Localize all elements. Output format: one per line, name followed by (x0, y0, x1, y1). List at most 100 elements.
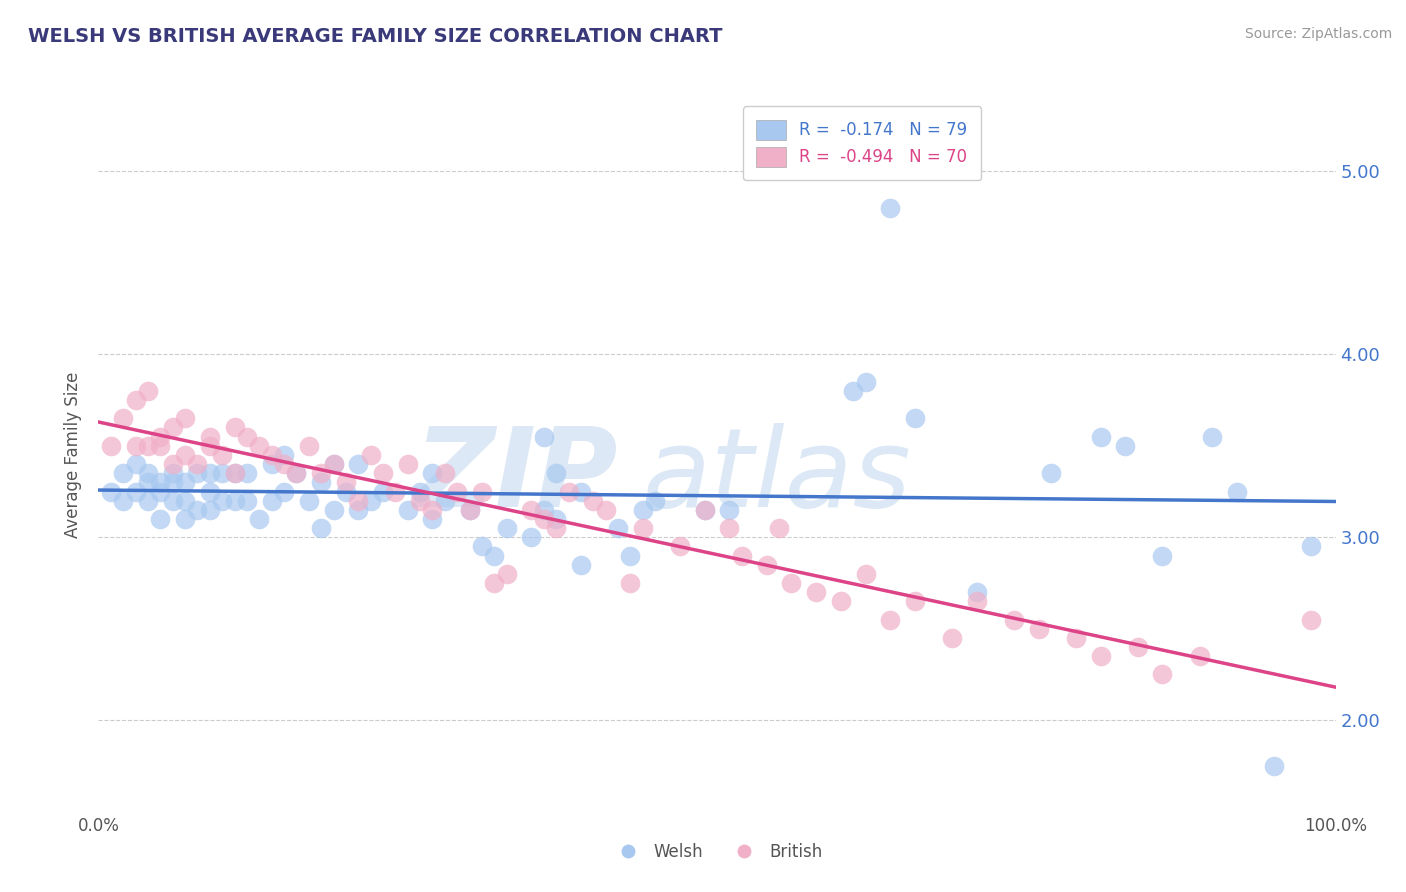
Point (1114, 439, 1136, 453)
Point (273, 457, 295, 471)
Point (198, 484, 221, 499)
Point (458, 503, 481, 517)
Point (322, 457, 344, 471)
Point (347, 503, 370, 517)
Point (112, 467, 135, 481)
Point (149, 475, 172, 490)
Text: WELSH VS BRITISH AVERAGE FAMILY SIZE CORRELATION CHART: WELSH VS BRITISH AVERAGE FAMILY SIZE COR… (28, 27, 723, 45)
Point (298, 493, 321, 508)
Point (1126, 640, 1149, 654)
Point (484, 576, 506, 591)
Point (755, 558, 778, 572)
Point (174, 411, 197, 425)
Point (112, 411, 135, 425)
Point (236, 429, 259, 443)
Point (273, 448, 295, 462)
Point (631, 503, 654, 517)
Point (224, 493, 246, 508)
Point (768, 521, 790, 535)
Point (186, 503, 208, 517)
Point (1299, 540, 1322, 554)
Point (149, 484, 172, 499)
Point (1090, 649, 1112, 664)
Point (520, 530, 543, 544)
Text: atlas: atlas (643, 423, 911, 530)
Point (446, 484, 468, 499)
Point (904, 594, 927, 608)
Point (309, 521, 332, 535)
Point (569, 484, 592, 499)
Point (731, 549, 754, 563)
Point (409, 493, 432, 508)
Point (1201, 429, 1223, 443)
Point (236, 467, 259, 481)
Point (247, 512, 270, 526)
Point (136, 467, 159, 481)
Point (495, 521, 517, 535)
Point (149, 439, 172, 453)
Point (569, 558, 592, 572)
Point (582, 493, 605, 508)
Point (335, 475, 357, 490)
Point (211, 467, 233, 481)
Point (162, 420, 184, 434)
Point (904, 411, 927, 425)
Point (855, 566, 877, 581)
Point (1028, 622, 1050, 636)
Point (842, 384, 865, 398)
Point (1090, 429, 1112, 443)
Legend: Welsh, British: Welsh, British (605, 837, 830, 868)
Point (162, 457, 184, 471)
Point (347, 493, 370, 508)
Point (309, 467, 332, 481)
Point (804, 585, 827, 599)
Point (1299, 613, 1322, 627)
Point (186, 467, 208, 481)
Point (966, 585, 988, 599)
Point (162, 467, 184, 481)
Point (174, 493, 197, 508)
Point (471, 484, 494, 499)
Point (546, 521, 568, 535)
Point (174, 512, 197, 526)
Point (273, 484, 295, 499)
Point (546, 467, 568, 481)
Point (879, 201, 901, 215)
Point (396, 457, 419, 471)
Point (260, 457, 283, 471)
Point (360, 493, 382, 508)
Point (433, 493, 456, 508)
Point (149, 429, 172, 443)
Point (174, 475, 197, 490)
Point (298, 439, 321, 453)
Point (780, 576, 803, 591)
Point (557, 484, 579, 499)
Point (484, 549, 506, 563)
Point (941, 631, 963, 645)
Point (198, 467, 221, 481)
Point (409, 484, 432, 499)
Point (879, 613, 901, 627)
Point (198, 503, 221, 517)
Point (198, 439, 221, 453)
Point (198, 429, 221, 443)
Point (162, 475, 184, 490)
Point (322, 457, 344, 471)
Point (1152, 667, 1174, 681)
Point (595, 503, 617, 517)
Point (224, 467, 246, 481)
Point (693, 503, 716, 517)
Point (136, 475, 159, 490)
Point (396, 503, 419, 517)
Point (1188, 649, 1211, 664)
Point (718, 521, 741, 535)
Point (224, 420, 246, 434)
Point (718, 503, 741, 517)
Point (371, 467, 394, 481)
Point (136, 493, 159, 508)
Point (124, 392, 146, 407)
Point (855, 375, 877, 389)
Point (335, 484, 357, 499)
Point (136, 384, 159, 398)
Point (669, 540, 692, 554)
